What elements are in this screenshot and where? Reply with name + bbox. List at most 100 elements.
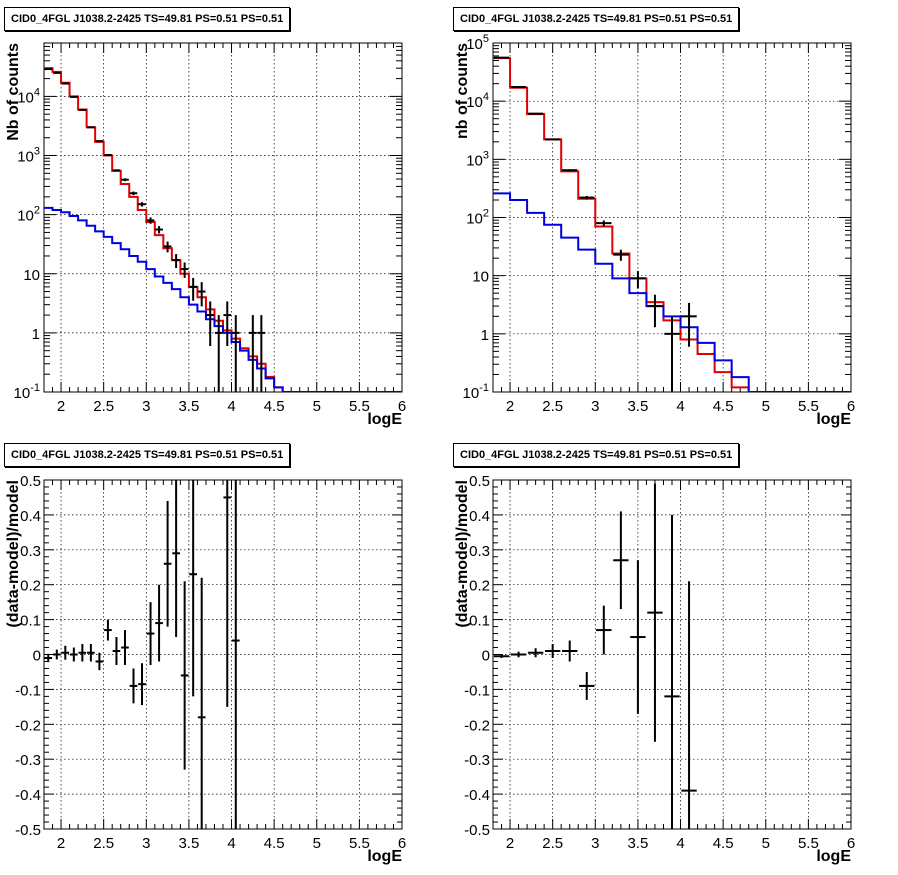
residual-point xyxy=(104,619,112,641)
y-axis-label: (data-model)/model xyxy=(454,480,471,628)
y-tick-label: 10-1 xyxy=(463,382,489,402)
y-tick-label: -0.1 xyxy=(15,682,41,699)
data-point xyxy=(69,95,78,98)
x-tick-label: 4.5 xyxy=(264,835,285,852)
residual-point xyxy=(61,645,70,660)
x-tick-label: 3.5 xyxy=(178,835,199,852)
residual-point xyxy=(180,581,189,770)
data-point xyxy=(129,191,138,196)
x-tick-label: 5.5 xyxy=(349,398,370,415)
data-point xyxy=(664,316,680,392)
residual-point xyxy=(52,649,61,660)
data-point xyxy=(112,169,121,172)
y-tick-label: 0.1 xyxy=(469,613,490,630)
model-component-histogram xyxy=(493,192,851,392)
model-component-histogram xyxy=(44,206,402,392)
residual-point xyxy=(544,644,561,658)
data-point xyxy=(78,108,87,111)
y-tick-label: 104 xyxy=(466,91,489,111)
residual-point xyxy=(189,480,198,697)
y-tick-label: 10-1 xyxy=(14,382,40,402)
x-tick-label: 4 xyxy=(676,835,684,852)
x-tick-label: 3.5 xyxy=(627,398,648,415)
y-tick-label: 10 xyxy=(23,267,40,284)
x-tick-label: 4.5 xyxy=(713,835,734,852)
x-tick-label: 2.5 xyxy=(93,835,114,852)
x-tick-label: 5 xyxy=(313,835,321,852)
residual-point xyxy=(155,584,163,662)
y-tick-label: 0.4 xyxy=(20,508,41,525)
residual-point xyxy=(44,653,53,663)
residual-point xyxy=(112,637,121,665)
y-tick-label: 0.5 xyxy=(20,473,41,490)
x-tick-label: 4 xyxy=(676,398,684,415)
residual-point xyxy=(493,654,510,658)
data-point xyxy=(544,138,561,141)
x-tick-label: 5 xyxy=(762,835,770,852)
plot-frame xyxy=(43,42,403,393)
data-point xyxy=(104,154,112,157)
residual-point xyxy=(527,648,544,658)
residual-point xyxy=(562,640,578,662)
y-tick-label: 105 xyxy=(466,33,489,53)
bottom-left-chart-title: CID0_4FGL J1038.2-2425 TS=49.81 PS=0.51 … xyxy=(4,443,291,467)
data-point xyxy=(163,241,172,253)
x-tick-label: 2.5 xyxy=(542,398,563,415)
data-point xyxy=(613,249,629,261)
x-tick-label: 6 xyxy=(398,835,406,852)
residual-point xyxy=(647,483,663,742)
residual-point xyxy=(69,647,78,662)
residual-point xyxy=(95,652,104,671)
x-tick-label: 4.5 xyxy=(713,398,734,415)
data-point xyxy=(223,301,232,346)
residual-point xyxy=(78,644,87,662)
data-point xyxy=(146,217,155,224)
x-tick-label: 2 xyxy=(506,835,514,852)
residual-point xyxy=(138,663,146,706)
data-point xyxy=(214,315,223,392)
x-axis-label: logE xyxy=(816,848,851,865)
x-tick-label: 3 xyxy=(142,398,150,415)
y-tick-label: 0 xyxy=(33,648,41,665)
residual-point xyxy=(231,480,240,829)
residual-point xyxy=(223,480,232,707)
data-point xyxy=(527,112,544,115)
x-tick-label: 3.5 xyxy=(627,835,648,852)
x-tick-label: 5 xyxy=(762,398,770,415)
x-axis-label: logE xyxy=(816,411,851,428)
top-left-chart-title: CID0_4FGL J1038.2-2425 TS=49.81 PS=0.51 … xyxy=(4,7,291,31)
y-tick-label: 102 xyxy=(466,208,489,228)
residual-point xyxy=(681,581,697,829)
x-tick-label: 3 xyxy=(591,398,599,415)
residual-point xyxy=(146,602,155,665)
y-tick-label: 1 xyxy=(32,326,40,343)
x-tick-label: 3.5 xyxy=(178,398,199,415)
x-tick-label: 5.5 xyxy=(798,835,819,852)
data-point xyxy=(189,277,198,301)
x-tick-label: 3 xyxy=(591,835,599,852)
data-layer xyxy=(44,67,402,392)
x-tick-label: 4 xyxy=(227,835,235,852)
bottom-right-chart-title: CID0_4FGL J1038.2-2425 TS=49.81 PS=0.51 … xyxy=(453,443,740,467)
data-layer xyxy=(44,480,240,829)
y-tick-label: -0.4 xyxy=(464,787,490,804)
y-tick-label: 104 xyxy=(17,86,40,106)
x-tick-label: 5.5 xyxy=(798,398,819,415)
y-tick-label: 0.2 xyxy=(469,578,490,595)
x-tick-label: 2 xyxy=(57,835,65,852)
x-tick-label: 2.5 xyxy=(542,835,563,852)
y-axis-label: nb of counts xyxy=(454,43,471,139)
data-point xyxy=(95,140,104,143)
y-tick-label: 0.4 xyxy=(469,508,490,525)
y-tick-label: 0.2 xyxy=(20,578,41,595)
top-right-chart-title: CID0_4FGL J1038.2-2425 TS=49.81 PS=0.51 … xyxy=(453,7,740,31)
data-point xyxy=(87,126,95,129)
data-point xyxy=(248,315,257,392)
data-layer xyxy=(493,56,851,392)
x-tick-label: 2.5 xyxy=(93,398,114,415)
y-tick-label: 0 xyxy=(482,648,490,665)
x-tick-label: 4.5 xyxy=(264,398,285,415)
